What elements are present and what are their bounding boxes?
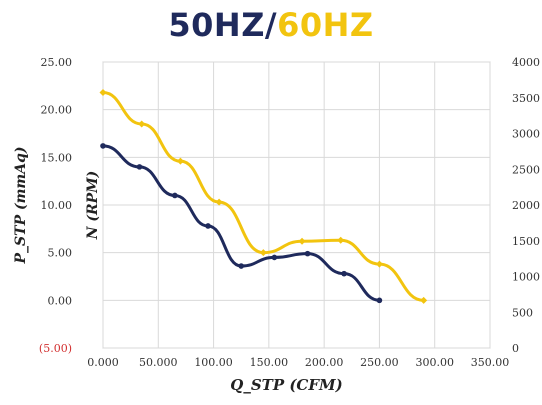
x-tick-label: 0.000	[87, 356, 119, 369]
y-right-axis-title: N (RPM)	[85, 171, 101, 241]
y-left-tick-label: 25.00	[41, 56, 73, 69]
series-line-1	[101, 91, 426, 302]
title-50hz: 50HZ	[168, 6, 265, 44]
title-separator: /	[264, 6, 278, 44]
x-tick-label: 200.00	[305, 356, 344, 369]
y-left-tick-label: 0.00	[48, 294, 73, 307]
series-point-1	[259, 249, 267, 257]
y-left-tick-label: (5.00)	[39, 342, 72, 355]
x-tick-label: 150.00	[250, 356, 289, 369]
y-right-tick-label: 1000	[512, 271, 540, 284]
series-point-1	[176, 157, 184, 165]
y-left-tick-label: 10.00	[41, 199, 73, 212]
y-left-tick-label: 20.00	[41, 104, 73, 117]
y-right-tick-label: 3500	[512, 92, 540, 105]
series-point-0	[172, 192, 178, 199]
series-point-1	[138, 120, 146, 128]
series-point-1	[337, 236, 345, 244]
series-point-1	[215, 198, 223, 206]
y-right-tick-label: 2500	[512, 163, 540, 176]
series-point-0	[100, 143, 106, 149]
x-tick-label: 50.000	[139, 356, 178, 369]
y-right-tick-label: 4000	[512, 56, 540, 69]
y-left-axis-title: P_STP (mmAq)	[13, 147, 29, 265]
series-point-1	[298, 237, 306, 245]
series-point-0	[136, 164, 143, 170]
series-point-0	[238, 263, 245, 269]
y-right-tick-label: 1500	[512, 235, 540, 248]
y-right-tick-label: 2000	[512, 199, 540, 212]
title-60hz: 60HZ	[277, 6, 374, 44]
chart-title: 50HZ/60HZ	[0, 6, 542, 44]
x-tick-label: 300.00	[415, 356, 454, 369]
x-tick-label: 100.00	[194, 356, 233, 369]
x-tick-label: 250.00	[360, 356, 399, 369]
y-right-tick-label: 0	[512, 342, 519, 355]
x-tick-label: 350.00	[471, 356, 510, 369]
y-left-tick-label: 15.00	[41, 151, 73, 164]
series-point-1	[375, 260, 383, 268]
series-point-0	[271, 254, 278, 261]
x-axis-title: Q_STP (CFM)	[230, 376, 342, 394]
series-point-1	[420, 296, 428, 304]
y-left-tick-label: 5.00	[48, 247, 73, 260]
y-right-tick-label: 500	[512, 306, 533, 319]
series-point-0	[304, 250, 311, 257]
series-point-1	[99, 89, 107, 97]
series-point-0	[376, 297, 383, 304]
series-point-0	[205, 223, 211, 229]
series-point-0	[341, 270, 347, 277]
y-right-tick-label: 3000	[512, 128, 540, 141]
